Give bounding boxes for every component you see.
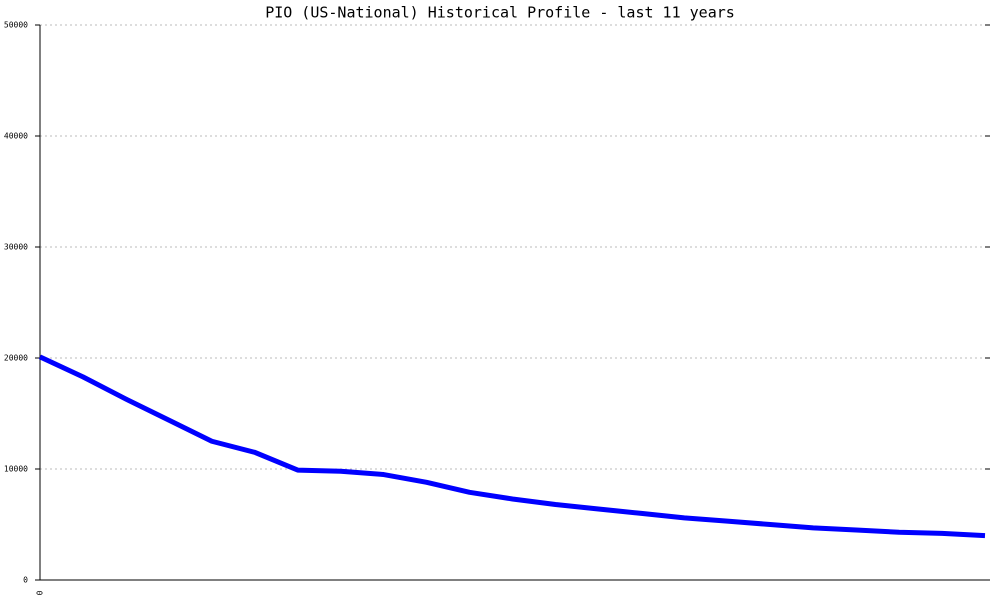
line [38, 354, 986, 539]
y-tick-label: 30000 [4, 243, 28, 252]
y-tick-label: 40000 [4, 132, 28, 141]
y-tick-label: 50000 [4, 21, 28, 30]
y-tick-label: 10000 [4, 465, 28, 474]
x-tick-label: 0 [36, 590, 45, 595]
y-tick-label: 0 [23, 576, 28, 585]
y-tick-label: 20000 [4, 354, 28, 363]
chart-title: PIO (US-National) Historical Profile - l… [265, 4, 735, 22]
